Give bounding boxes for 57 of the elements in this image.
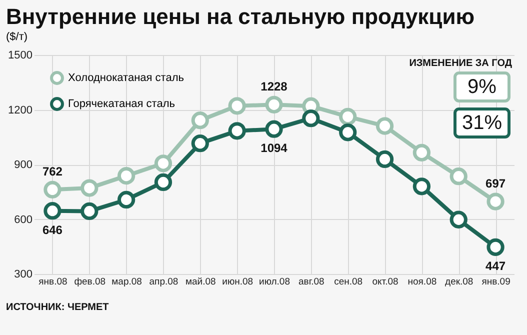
point <box>486 238 504 256</box>
y-tick-label: 1200 <box>8 104 32 116</box>
point <box>80 179 98 197</box>
x-tick-label: июл.08 <box>259 276 290 288</box>
data-label: 447 <box>486 259 506 274</box>
x-tick-label: янв.09 <box>482 276 510 288</box>
point <box>191 112 209 130</box>
x-tick-label: июн.08 <box>222 276 254 288</box>
x-tick-label: мар.08 <box>112 276 142 288</box>
annotation: 31% <box>462 112 502 134</box>
data-label: 646 <box>42 222 63 237</box>
annotation: 9% <box>468 76 497 98</box>
point <box>450 210 468 228</box>
y-tick-label: 300 <box>14 268 32 280</box>
data-label: 1228 <box>260 80 288 94</box>
point <box>154 173 172 192</box>
x-tick-label: дек.08 <box>445 276 474 288</box>
x-tick-label: янв.08 <box>38 276 68 288</box>
x-tick-label: апр.08 <box>149 276 178 288</box>
point <box>486 192 504 210</box>
point <box>228 97 246 115</box>
point <box>376 150 394 168</box>
text: ИСТОЧНИК: ЧЕРМЕТ <box>6 302 109 313</box>
point <box>302 110 320 128</box>
data-label: 762 <box>42 164 63 179</box>
point <box>80 202 98 220</box>
point <box>265 120 283 138</box>
x-tick-label: май.08 <box>185 276 216 288</box>
x-tick-label: сен.08 <box>334 276 363 288</box>
y-tick-label: 1500 <box>8 50 32 62</box>
chart-subtitle: ($/т) <box>6 31 28 43</box>
point <box>339 124 357 142</box>
point <box>228 122 246 140</box>
data-label: 1094 <box>260 141 288 156</box>
point <box>450 168 468 186</box>
chart-title: Внутренние цены на стальную продукцию <box>6 4 475 29</box>
point <box>117 190 136 209</box>
legend-label: Горячекатаная сталь <box>68 98 176 110</box>
point <box>117 167 136 185</box>
point <box>412 178 431 196</box>
x-tick-label: авг.08 <box>298 276 324 288</box>
point <box>154 154 172 172</box>
point <box>191 134 209 152</box>
data-label: 697 <box>486 176 506 191</box>
point <box>265 96 283 114</box>
legend-label: Холоднокатаная сталь <box>68 72 184 84</box>
point <box>412 144 431 162</box>
x-tick-label: окт.08 <box>372 276 398 288</box>
point <box>44 180 62 198</box>
x-tick-label: фев.08 <box>74 276 106 288</box>
point <box>376 117 394 135</box>
annotation: ИЗМЕНЕНИЕ ЗА ГОД <box>409 58 512 69</box>
x-tick-label: ноя.08 <box>408 276 437 288</box>
point <box>44 202 62 220</box>
point <box>339 108 357 126</box>
y-tick-label: 600 <box>14 214 32 226</box>
y-tick-label: 900 <box>14 159 32 171</box>
